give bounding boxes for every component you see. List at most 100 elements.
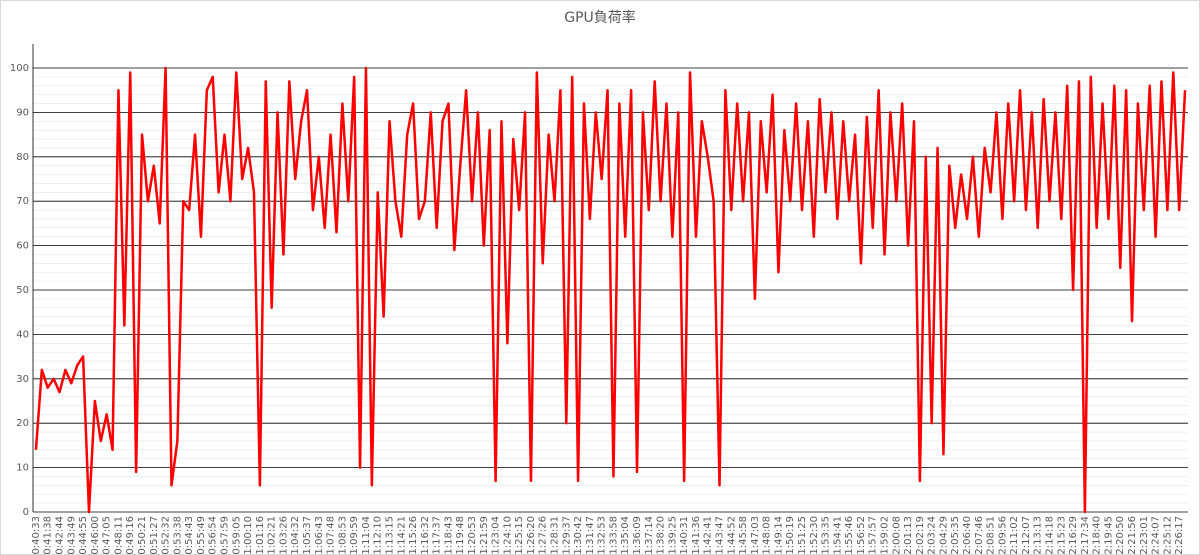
x-tick-label: 0:54:43	[184, 516, 195, 555]
x-tick-label: 0:57:59	[220, 516, 231, 555]
x-tick-label: 1:03:26	[278, 516, 289, 555]
x-tick-label: 0:50:21	[137, 516, 148, 555]
x-tick-label: 1:50:19	[785, 516, 796, 555]
x-tick-label: 1:40:31	[679, 516, 690, 555]
x-tick-label: 2:02:19	[915, 516, 926, 555]
y-tick-label: 80	[16, 152, 29, 163]
x-tick-label: 1:28:31	[550, 516, 561, 555]
y-tick-label: 90	[16, 107, 29, 118]
y-tick-label: 50	[16, 285, 29, 296]
data-line	[34, 66, 1187, 514]
x-tick-label: 0:42:44	[55, 516, 66, 555]
x-tick-label: 1:21:59	[479, 516, 490, 555]
x-tick-label: 1:41:36	[691, 516, 702, 555]
x-tick-label: 2:03:24	[927, 516, 938, 555]
x-tick-label: 0:44:55	[78, 516, 89, 555]
x-tick-label: 1:48:08	[762, 516, 773, 555]
x-tick-label: 1:08:53	[337, 516, 348, 555]
x-tick-label: 1:51:25	[797, 516, 808, 555]
x-tick-label: 1:42:41	[703, 516, 714, 555]
x-tick-label: 1:55:46	[844, 516, 855, 555]
y-tick-label: 10	[16, 463, 29, 474]
x-tick-label: 0:40:33	[31, 516, 42, 555]
x-tick-label: 2:06:40	[962, 516, 973, 555]
x-tick-label: 1:37:14	[644, 516, 655, 555]
x-tick-label: 1:53:35	[821, 516, 832, 555]
x-tick-label: 0:56:54	[208, 516, 219, 555]
x-tick-label: 0:43:49	[66, 516, 77, 555]
x-tick-label: 1:09:59	[349, 516, 360, 555]
x-tick-label: 1:36:09	[632, 516, 643, 555]
x-tick-label: 2:24:07	[1151, 516, 1162, 555]
x-tick-label: 2:16:29	[1068, 516, 1079, 555]
x-tick-label: 2:09:56	[997, 516, 1008, 555]
x-tick-label: 1:35:04	[620, 516, 631, 555]
x-tick-label: 1:32:53	[597, 516, 608, 555]
x-tick-label: 0:53:38	[172, 516, 183, 555]
x-tick-label: 1:17:37	[432, 516, 443, 555]
x-tick-label: 1:49:14	[773, 516, 784, 555]
y-tick-label: 0	[23, 507, 29, 518]
x-tick-label: 2:07:46	[974, 516, 985, 555]
x-tick-label: 2:18:40	[1092, 516, 1103, 555]
x-tick-label: 1:45:58	[738, 516, 749, 555]
x-tick-label: 1:12:10	[373, 516, 384, 555]
x-tick-label: 1:11:04	[361, 516, 372, 555]
x-tick-label: 2:14:18	[1045, 516, 1056, 555]
x-tick-label: 2:04:29	[938, 516, 949, 555]
x-tick-label: 1:14:21	[396, 516, 407, 555]
x-tick-label: 1:39:25	[667, 516, 678, 555]
x-tick-label: 2:21:56	[1127, 516, 1138, 555]
y-tick-label: 40	[16, 329, 29, 340]
x-tick-label: 1:04:32	[290, 516, 301, 555]
x-tick-label: 1:29:37	[561, 516, 572, 555]
x-tick-label: 1:31:47	[585, 516, 596, 555]
x-tick-label: 2:05:35	[950, 516, 961, 555]
x-tick-label: 2:23:01	[1139, 516, 1150, 555]
x-tick-label: 1:25:15	[514, 516, 525, 555]
x-tick-label: 2:19:45	[1103, 516, 1114, 555]
x-tick-label: 1:18:43	[443, 516, 454, 555]
chart-title: GPU負荷率	[564, 9, 636, 26]
x-tick-label: 1:47:03	[750, 516, 761, 555]
x-tick-label: 1:27:26	[538, 516, 549, 555]
x-tick-label: 0:59:05	[231, 516, 242, 555]
x-tick-label: 0:48:11	[113, 516, 124, 555]
x-tick-label: 1:52:30	[809, 516, 820, 555]
x-tick-label: 1:02:21	[267, 516, 278, 555]
x-tick-label: 2:11:02	[1009, 516, 1020, 555]
x-tick-label: 1:30:42	[573, 516, 584, 555]
x-tick-label: 1:01:16	[255, 516, 266, 555]
x-tick-label: 2:00:08	[891, 516, 902, 555]
x-tick-label: 1:24:10	[502, 516, 513, 555]
x-tick-label: 2:08:51	[986, 516, 997, 555]
x-tick-label: 1:59:02	[880, 516, 891, 555]
x-tick-label: 1:44:52	[726, 516, 737, 555]
x-tick-label: 1:15:26	[408, 516, 419, 555]
x-tick-label: 1:20:53	[467, 516, 478, 555]
x-tick-label: 1:38:20	[656, 516, 667, 555]
y-tick-label: 100	[10, 63, 29, 74]
x-tick-label: 2:13:13	[1033, 516, 1044, 555]
x-tick-label: 1:57:57	[868, 516, 879, 555]
x-tick-label: 0:47:05	[102, 516, 113, 555]
x-tick-label: 1:00:10	[243, 516, 254, 555]
x-tick-label: 0:52:32	[161, 516, 172, 555]
x-tick-label: 0:51:27	[149, 516, 160, 555]
x-tick-label: 2:17:34	[1080, 516, 1091, 555]
x-tick-label: 2:01:13	[903, 516, 914, 555]
x-tick-label: 0:41:38	[43, 516, 54, 555]
x-tick-label: 2:12:07	[1021, 516, 1032, 555]
x-tick-label: 0:55:49	[196, 516, 207, 555]
x-tick-label: 1:19:48	[455, 516, 466, 555]
x-tick-label: 1:56:52	[856, 516, 867, 555]
y-tick-label: 60	[16, 241, 29, 252]
x-tick-label: 1:16:32	[420, 516, 431, 555]
x-tick-label: 1:26:20	[526, 516, 537, 555]
x-tick-label: 1:33:58	[608, 516, 619, 555]
x-tick-label: 1:06:43	[314, 516, 325, 555]
x-tick-label: 1:13:15	[385, 516, 396, 555]
x-tick-label: 2:26:17	[1174, 516, 1185, 555]
